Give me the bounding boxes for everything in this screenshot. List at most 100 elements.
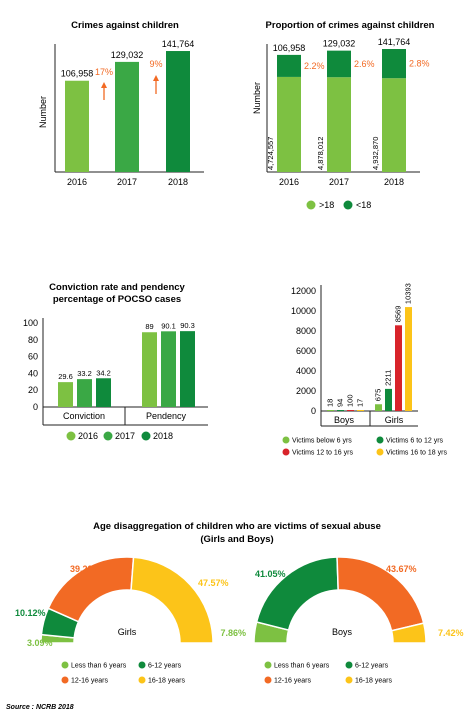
category-label-victims-girls: Girls	[385, 415, 404, 425]
legend-label-age-0-3: 16-18 years	[148, 678, 185, 685]
value-label-crimes-2018: 141,764	[162, 39, 195, 49]
value-label-pocso-conviction-2018: 34.2	[96, 368, 111, 377]
value-label-crimes-2017: 129,032	[111, 50, 144, 60]
legend-label-age-1-2: 12-16 years	[274, 678, 311, 685]
legend-label-age-1-1: 6-12 years	[355, 663, 389, 670]
bar-under18-2017	[327, 50, 351, 78]
slice-label-girls-3: 47.57%	[198, 578, 229, 588]
chart-title-proportion: Proportion of crimes against children	[266, 20, 435, 31]
slice-label-boys-1: 41.05%	[255, 569, 286, 579]
chart-title-age-line1: Age disaggregation of children who are v…	[93, 521, 381, 532]
bar-over18-2017	[327, 77, 351, 172]
bar-crimes-2018	[166, 51, 190, 172]
legend-label-pocso-2017: 2017	[115, 431, 135, 441]
value-label-over18-2018: 4,932,870	[371, 137, 380, 170]
bar-under18-2018	[382, 49, 406, 79]
bar-victims-girls-2	[395, 325, 402, 411]
value-label-pocso-pendency-2017: 90.1	[161, 321, 176, 330]
legend-label-pocso-2018: 2018	[153, 431, 173, 441]
slice-label-boys-2: 43.67%	[386, 564, 417, 574]
bar-victims-girls-1	[385, 388, 392, 411]
tick-label-proportion-2017: 2017	[329, 177, 349, 187]
legend-swatch-age-0-0	[61, 661, 69, 669]
legend-label-age-0-2: 12-16 years	[71, 678, 108, 685]
legend-swatch-victims-0	[282, 436, 290, 444]
legend-label-victims-1: Victims 6 to 12 yrs	[386, 438, 444, 445]
bar-victims-boys-2	[347, 410, 354, 411]
legend-label-age-1-3: 16-18 years	[355, 678, 392, 685]
bar-crimes-2017	[115, 61, 139, 172]
category-label-victims-boys: Boys	[334, 415, 355, 425]
slice-label-boys-3: 7.42%	[438, 628, 464, 638]
slice-label-girls-2: 39.22%	[70, 564, 101, 574]
slice-boys-1	[255, 556, 339, 631]
y-tick-pocso-0: 0	[33, 402, 38, 412]
value-label-victims-boys-3: 17	[356, 399, 365, 407]
share-label-2018: 2.8%	[409, 59, 430, 69]
legend-label-over18: >18	[319, 200, 334, 210]
bar-victims-girls-0	[375, 404, 382, 411]
legend-swatch-pocso-2017	[103, 431, 113, 441]
value-label-victims-boys-1: 94	[336, 399, 345, 407]
chart-title-pocso-line1: Conviction rate and pendency	[49, 282, 185, 293]
bar-pocso-conviction-2016	[58, 382, 73, 407]
legend-swatch-over18	[306, 200, 316, 210]
growth-arrow-2018-head	[153, 75, 159, 81]
source-note: Source : NCRB 2018	[6, 704, 74, 711]
y-axis-label-crimes: Number	[38, 96, 48, 128]
share-label-2017: 2.6%	[354, 59, 375, 69]
bar-under18-2016	[277, 54, 301, 77]
share-label-2016: 2.2%	[304, 61, 325, 71]
slice-boys-3	[390, 622, 427, 644]
legend-label-victims-0: Victims below 6 yrs	[292, 438, 352, 445]
value-label-victims-girls-0: 675	[374, 389, 383, 402]
chart-title-pocso-line2: percentage of POCSO cases	[53, 294, 181, 305]
legend-label-age-1-0: Less than 6 years	[274, 663, 330, 670]
bar-pocso-pendency-2017	[161, 331, 176, 407]
growth-label-2018: 9%	[149, 59, 162, 69]
donut-center-label-girls: Girls	[118, 627, 137, 637]
y-tick-pocso-40: 40	[28, 368, 38, 378]
legend-swatch-age-0-3	[138, 676, 146, 684]
chart-title-age-line2: (Girls and Boys)	[200, 534, 273, 545]
legend-swatch-pocso-2018	[141, 431, 151, 441]
y-tick-victims-10000: 10000	[291, 306, 316, 316]
value-label-over18-2016: 4,724,557	[266, 137, 275, 170]
legend-swatch-age-1-0	[264, 661, 272, 669]
y-tick-victims-8000: 8000	[296, 326, 316, 336]
slice-label-boys-0: 7.86%	[220, 628, 246, 638]
y-tick-victims-0: 0	[311, 406, 316, 416]
bar-pocso-conviction-2017	[77, 379, 92, 407]
value-label-victims-boys-0: 18	[326, 399, 335, 407]
legend-label-age-0-0: Less than 6 years	[71, 663, 127, 670]
value-label-pocso-pendency-2018: 90.3	[180, 321, 195, 330]
value-label-crimes-2016: 106,958	[61, 69, 94, 79]
value-label-victims-girls-3: 10393	[404, 283, 413, 304]
value-label-under18-2017: 129,032	[323, 39, 356, 49]
legend-swatch-age-1-2	[264, 676, 272, 684]
bar-victims-boys-3	[357, 410, 364, 411]
value-label-under18-2016: 106,958	[273, 43, 306, 53]
bar-pocso-pendency-2018	[180, 331, 195, 407]
legend-label-age-0-1: 6-12 years	[148, 663, 182, 670]
tick-label-proportion-2016: 2016	[279, 177, 299, 187]
y-tick-pocso-60: 60	[28, 352, 38, 362]
bar-victims-boys-0	[327, 410, 334, 411]
value-label-victims-girls-2: 8569	[394, 306, 403, 323]
legend-label-victims-3: Victims 16 to 18 yrs	[386, 450, 447, 457]
legend-swatch-age-1-1	[345, 661, 353, 669]
slice-label-girls-1: 10.12%	[15, 608, 46, 618]
bar-over18-2016	[277, 76, 301, 172]
slice-girls-3	[130, 556, 214, 644]
bar-victims-girls-3	[405, 307, 412, 411]
legend-label-under18: <18	[356, 200, 371, 210]
value-label-victims-boys-2: 100	[346, 394, 355, 407]
bar-over18-2018	[382, 78, 406, 172]
y-tick-victims-4000: 4000	[296, 366, 316, 376]
tick-label-crimes-2017: 2017	[117, 177, 137, 187]
legend-swatch-age-0-1	[138, 661, 146, 669]
legend-swatch-victims-3	[376, 448, 384, 456]
y-tick-pocso-20: 20	[28, 385, 38, 395]
growth-label-2017: 17%	[95, 67, 113, 77]
